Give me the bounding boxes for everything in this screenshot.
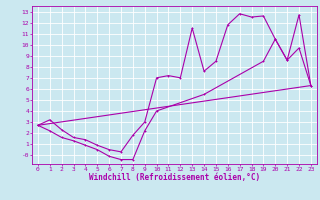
X-axis label: Windchill (Refroidissement éolien,°C): Windchill (Refroidissement éolien,°C) — [89, 173, 260, 182]
